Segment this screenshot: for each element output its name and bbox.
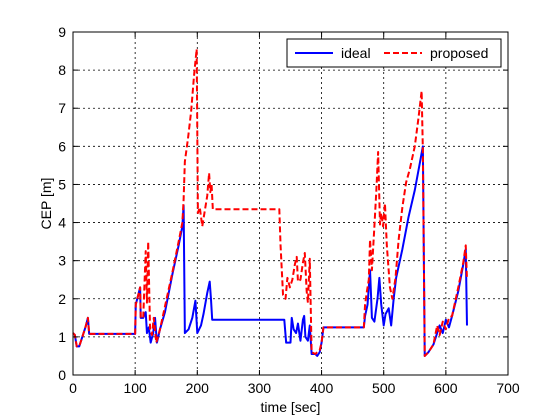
- series-line-proposed: [72, 48, 468, 357]
- x-tick-label: 100: [123, 380, 147, 396]
- x-axis-label: time [sec]: [261, 399, 321, 415]
- ticks: 0 100 200 300 400 500 600 700 0 1 2 3 4 5 6 7 8 9: [58, 24, 520, 396]
- y-tick-label: 7: [58, 100, 66, 116]
- x-tick-label: 600: [434, 380, 458, 396]
- series-layer: [72, 48, 468, 357]
- y-axis-label: CEP [m]: [38, 178, 54, 230]
- y-tick-label: 1: [58, 329, 66, 345]
- x-tick-label: 500: [372, 380, 396, 396]
- legend-label-proposed: proposed: [430, 45, 488, 61]
- x-tick-label: 400: [310, 380, 334, 396]
- y-tick-label: 5: [58, 176, 66, 192]
- y-tick-label: 0: [58, 367, 66, 383]
- y-tick-label: 8: [58, 62, 66, 78]
- legend: ideal proposed: [286, 38, 502, 68]
- y-tick-label: 4: [58, 215, 66, 231]
- legend-label-ideal: ideal: [341, 45, 371, 61]
- y-tick-label: 9: [58, 24, 66, 40]
- x-tick-label: 200: [186, 380, 210, 396]
- y-tick-label: 2: [58, 291, 66, 307]
- x-tick-label: 300: [248, 380, 272, 396]
- series-line-ideal: [72, 145, 468, 357]
- plot-frame: [72, 31, 509, 376]
- y-tick-label: 3: [58, 253, 66, 269]
- y-tick-label: 6: [58, 138, 66, 154]
- x-tick-label: 0: [69, 380, 77, 396]
- x-tick-label: 700: [496, 380, 520, 396]
